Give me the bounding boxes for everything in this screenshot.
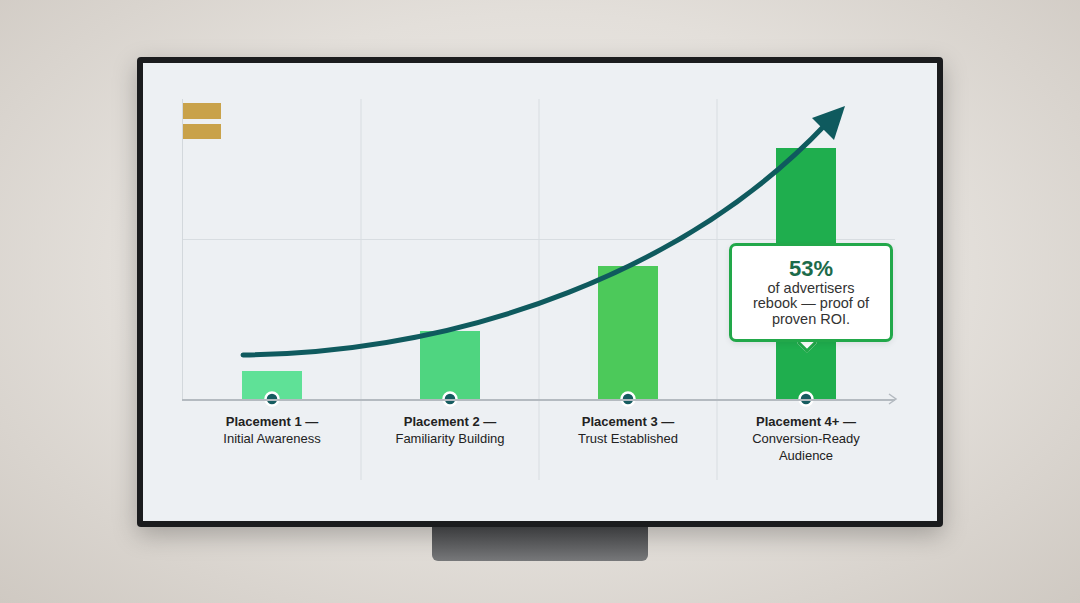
html-text:53%: 53% <box>789 256 833 282</box>
html-text:of advertisers rebook — proof: of advertisers rebook — proof of proven … <box>753 279 869 327</box>
svg-text:Placement 3 —Trust Established: Placement 3 —Trust Established <box>578 414 678 446</box>
svg-text:Placement 4+ —Conversion-Ready: Placement 4+ —Conversion-ReadyAudience <box>752 414 860 463</box>
svg-text:Placement 1 —Initial Awareness: Placement 1 —Initial Awareness <box>223 414 321 446</box>
svg-text:Placement 2 —Familiarity Build: Placement 2 —Familiarity Building <box>395 414 504 446</box>
